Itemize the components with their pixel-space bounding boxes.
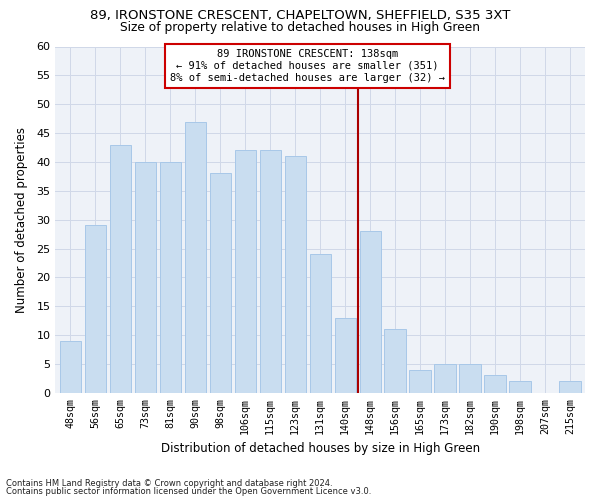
Bar (310, 254, 331, 393)
Bar (59, 341, 81, 393)
Text: Contains public sector information licensed under the Open Government Licence v3: Contains public sector information licen… (6, 487, 371, 496)
Bar (160, 162, 181, 393)
Bar (434, 364, 456, 393)
Bar (385, 330, 406, 393)
Bar (260, 150, 281, 393)
Bar (359, 231, 381, 393)
Bar (335, 318, 356, 393)
Bar (85, 226, 106, 393)
Text: 89, IRONSTONE CRESCENT, CHAPELTOWN, SHEFFIELD, S35 3XT: 89, IRONSTONE CRESCENT, CHAPELTOWN, SHEF… (90, 9, 510, 22)
Bar (209, 174, 231, 393)
Bar (460, 364, 481, 393)
Bar (484, 376, 506, 393)
Text: 89 IRONSTONE CRESCENT: 138sqm
← 91% of detached houses are smaller (351)
8% of s: 89 IRONSTONE CRESCENT: 138sqm ← 91% of d… (170, 50, 445, 82)
Bar (284, 156, 306, 393)
Text: Size of property relative to detached houses in High Green: Size of property relative to detached ho… (120, 21, 480, 34)
X-axis label: Distribution of detached houses by size in High Green: Distribution of detached houses by size … (161, 442, 480, 455)
Bar (509, 382, 530, 393)
Y-axis label: Number of detached properties: Number of detached properties (15, 126, 28, 312)
Bar (134, 162, 156, 393)
Bar (559, 382, 581, 393)
Bar (110, 144, 131, 393)
Text: Contains HM Land Registry data © Crown copyright and database right 2024.: Contains HM Land Registry data © Crown c… (6, 478, 332, 488)
Bar (409, 370, 431, 393)
Bar (235, 150, 256, 393)
Bar (185, 122, 206, 393)
